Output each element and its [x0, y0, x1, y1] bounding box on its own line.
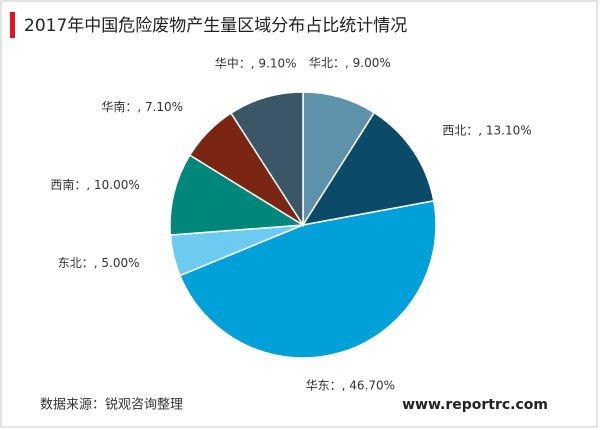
data-label: 华东：, 46.70% — [306, 379, 395, 393]
pie-slice — [169, 154, 306, 236]
watermark: www.reportrc.com — [402, 397, 548, 413]
data-label: 东北：, 5.00% — [58, 256, 140, 270]
pie-slice — [229, 91, 304, 228]
source-note: 数据来源：锐观咨询整理 — [40, 398, 183, 413]
data-label: 西北：, 13.10% — [442, 124, 531, 138]
data-label: 华中：, 9.10% — [215, 55, 297, 70]
title-accent — [10, 12, 15, 38]
pie-slice — [301, 111, 435, 227]
data-label: 西南：, 10.00% — [50, 177, 139, 192]
data-label: 华南：, 7.10% — [101, 99, 183, 114]
data-label: 华北：, 9.00% — [309, 56, 391, 70]
pie-slice — [178, 200, 437, 359]
chart-title: 2017年中国危险废物产生量区域分布占比统计情况 — [24, 16, 407, 36]
